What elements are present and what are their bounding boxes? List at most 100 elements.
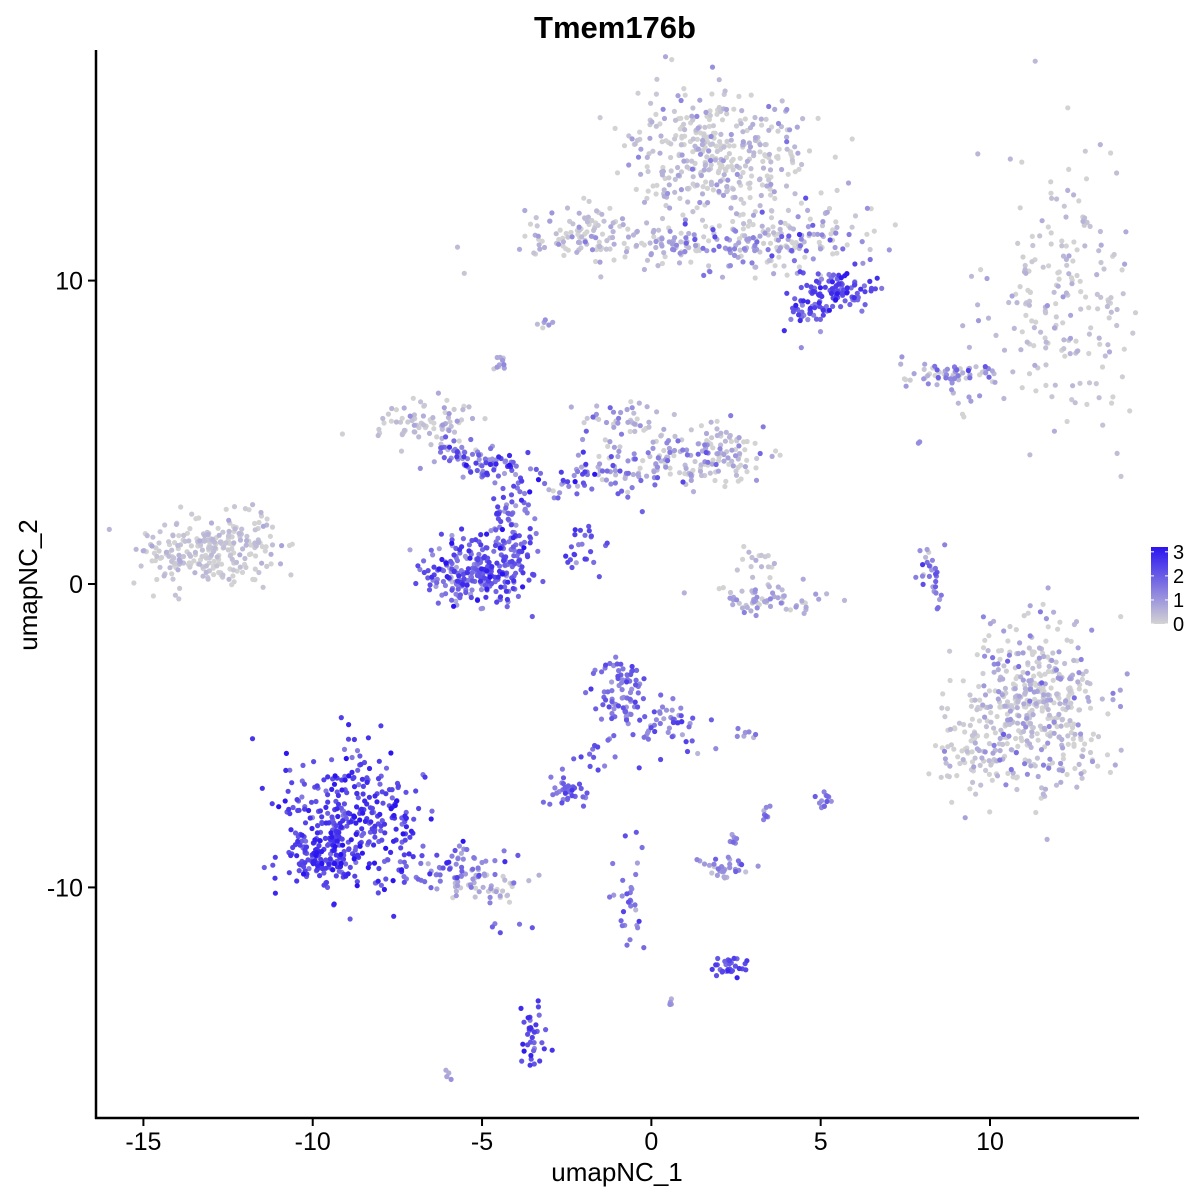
cell-point [759,122,765,128]
cell-point [372,834,378,840]
cell-point [683,465,689,471]
cell-point [487,894,493,901]
cell-point [556,241,562,247]
cell-point [340,842,346,848]
cell-point [598,716,605,722]
chart-title: Tmem176b [534,10,696,45]
cell-point [644,195,650,201]
cell-point [709,870,715,876]
cell-point [532,516,538,522]
cell-point [805,317,811,323]
cell-point [181,532,187,539]
x-tick-label: 10 [976,1128,1004,1156]
cell-point [1067,688,1073,694]
cell-point [658,692,664,698]
cell-point [552,785,558,791]
cell-point [571,756,577,762]
cell-point [539,238,545,244]
cell-point [1020,677,1026,683]
cell-point [395,783,401,789]
cell-point [714,426,720,432]
cell-point [240,546,246,552]
cell-point [726,151,733,157]
cell-point [418,399,424,405]
cell-point [398,448,405,454]
cell-point [527,534,533,540]
cell-point [1044,836,1050,843]
cell-point [502,562,508,568]
cell-point [230,567,236,573]
cell-point [677,470,683,476]
cell-point [354,804,360,810]
cell-point [695,451,701,457]
cell-point [632,456,638,462]
cell-point [506,462,512,468]
cell-point [824,591,830,597]
cell-point [974,707,980,713]
cell-point [654,409,660,415]
cell-point [874,275,880,281]
cell-point [810,288,816,295]
cell-point [1043,616,1049,622]
cell-point [501,362,507,368]
cell-point [310,861,316,867]
cell-point [661,447,667,454]
cell-point [616,415,622,421]
cell-point [938,592,944,598]
cell-point [722,438,729,444]
cell-point [563,553,569,559]
cell-point [969,749,975,755]
cell-point [646,419,652,425]
cell-point [317,873,323,879]
cell-point [730,463,736,469]
cell-point [1023,270,1029,276]
cell-point [720,585,726,591]
cell-point [460,571,466,578]
cell-point [616,448,622,454]
cell-point [654,464,661,470]
cell-point [697,199,703,206]
cell-point [653,111,659,117]
cell-point [734,567,740,573]
cell-point [391,812,397,819]
cell-point [1043,382,1049,388]
cell-point [455,879,461,885]
cell-point [1033,682,1039,688]
cell-point [725,455,731,461]
cell-point [499,526,505,533]
cell-point [1118,614,1124,620]
cell-point [1063,290,1069,296]
cell-point [149,558,155,564]
cell-point [703,109,709,115]
cell-point [347,916,353,922]
cell-point [1028,763,1034,769]
cell-point [503,505,509,511]
cell-point [1086,305,1092,311]
cell-point [403,863,409,870]
cell-point [1000,741,1006,748]
cell-point [472,894,478,900]
cell-point [727,589,734,596]
cell-point [513,570,519,576]
cell-point [411,816,417,822]
cell-point [804,282,810,288]
cell-point [978,267,984,273]
cell-point [473,537,479,543]
cell-point [1051,730,1057,736]
cell-point [972,730,978,737]
cell-point [569,793,575,799]
cell-point [517,489,523,495]
cell-point [692,458,698,465]
cell-point [641,427,647,433]
cell-point [644,154,650,160]
cell-point [161,573,167,579]
cell-point [796,231,803,238]
cell-point [401,852,407,858]
cell-point [421,558,427,564]
cell-point [778,219,784,225]
cell-point [810,222,816,228]
cell-point [345,871,351,877]
cell-point [714,418,720,424]
cell-point [992,379,998,385]
cell-point [596,453,602,459]
